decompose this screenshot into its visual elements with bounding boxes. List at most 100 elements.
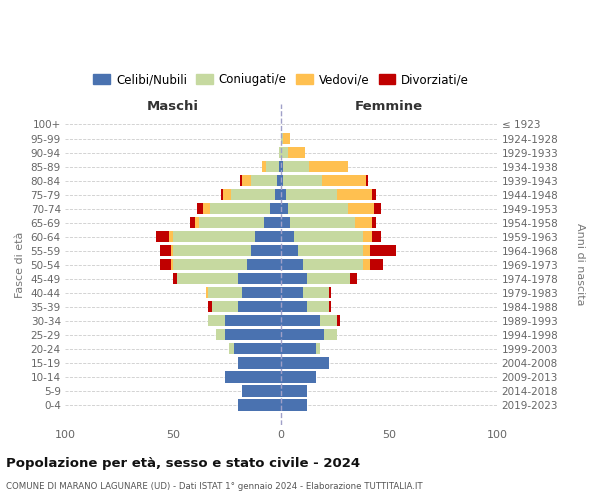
Bar <box>242 385 281 396</box>
Bar <box>281 175 283 186</box>
Bar <box>283 175 322 186</box>
Bar <box>281 217 290 228</box>
Bar <box>195 217 199 228</box>
Bar <box>169 231 173 242</box>
Bar <box>370 245 396 256</box>
Bar <box>233 343 281 354</box>
Bar <box>365 175 368 186</box>
Bar <box>238 399 281 410</box>
Bar <box>281 357 329 368</box>
Bar <box>350 273 357 284</box>
Bar <box>372 231 380 242</box>
Bar <box>173 231 255 242</box>
Bar <box>281 371 316 382</box>
Bar <box>281 189 286 200</box>
Bar <box>281 245 298 256</box>
Bar <box>283 161 310 172</box>
Bar <box>225 315 281 326</box>
Bar <box>281 273 307 284</box>
Bar <box>266 161 279 172</box>
Bar <box>210 203 271 214</box>
Bar <box>290 217 355 228</box>
Bar <box>281 147 287 158</box>
Bar <box>337 189 372 200</box>
Bar <box>364 231 372 242</box>
Bar <box>307 301 329 312</box>
Bar <box>303 259 364 270</box>
Bar <box>238 301 281 312</box>
Bar <box>206 287 208 298</box>
Bar <box>307 273 350 284</box>
Bar <box>281 343 316 354</box>
Bar <box>221 189 223 200</box>
Bar <box>281 315 320 326</box>
Text: Popolazione per età, sesso e stato civile - 2024: Popolazione per età, sesso e stato civil… <box>6 458 360 470</box>
Bar <box>279 161 281 172</box>
Bar <box>364 259 370 270</box>
Bar <box>197 203 203 214</box>
Bar <box>275 189 281 200</box>
Bar <box>286 189 337 200</box>
Bar <box>337 315 340 326</box>
Bar <box>251 175 277 186</box>
Bar <box>242 175 251 186</box>
Bar <box>199 217 264 228</box>
Bar <box>160 259 171 270</box>
Bar <box>171 245 173 256</box>
Bar <box>281 287 303 298</box>
Bar <box>287 147 305 158</box>
Bar <box>190 217 195 228</box>
Bar <box>173 245 251 256</box>
Bar <box>225 371 281 382</box>
Bar <box>281 385 307 396</box>
Bar <box>247 259 281 270</box>
Bar <box>281 259 303 270</box>
Bar <box>281 203 287 214</box>
Bar <box>322 175 365 186</box>
Text: Maschi: Maschi <box>147 100 199 114</box>
Bar <box>217 329 225 340</box>
Bar <box>212 301 238 312</box>
Bar <box>229 343 233 354</box>
Bar <box>238 273 281 284</box>
Bar <box>271 203 281 214</box>
Bar <box>238 357 281 368</box>
Bar <box>281 329 325 340</box>
Bar <box>370 259 383 270</box>
Legend: Celibi/Nubili, Coniugati/e, Vedovi/e, Divorziati/e: Celibi/Nubili, Coniugati/e, Vedovi/e, Di… <box>89 68 473 91</box>
Bar <box>316 343 320 354</box>
Bar <box>287 203 348 214</box>
Text: Femmine: Femmine <box>355 100 424 114</box>
Bar <box>348 203 374 214</box>
Bar <box>173 273 178 284</box>
Bar <box>208 315 225 326</box>
Bar <box>208 287 242 298</box>
Bar <box>281 133 283 144</box>
Bar <box>281 231 294 242</box>
Bar <box>242 287 281 298</box>
Bar <box>232 189 275 200</box>
Bar <box>310 161 348 172</box>
Y-axis label: Anni di nascita: Anni di nascita <box>575 224 585 306</box>
Bar <box>279 147 281 158</box>
Bar <box>329 301 331 312</box>
Bar <box>294 231 364 242</box>
Bar <box>281 161 283 172</box>
Bar <box>203 203 210 214</box>
Bar <box>171 259 173 270</box>
Bar <box>329 287 331 298</box>
Bar <box>372 217 376 228</box>
Bar <box>178 273 238 284</box>
Bar <box>303 287 329 298</box>
Bar <box>262 161 266 172</box>
Bar <box>355 217 372 228</box>
Bar <box>298 245 364 256</box>
Bar <box>208 301 212 312</box>
Bar <box>156 231 169 242</box>
Bar <box>283 133 290 144</box>
Bar <box>240 175 242 186</box>
Y-axis label: Fasce di età: Fasce di età <box>15 232 25 298</box>
Bar <box>320 315 337 326</box>
Text: COMUNE DI MARANO LAGUNARE (UD) - Dati ISTAT 1° gennaio 2024 - Elaborazione TUTTI: COMUNE DI MARANO LAGUNARE (UD) - Dati IS… <box>6 482 422 491</box>
Bar <box>374 203 380 214</box>
